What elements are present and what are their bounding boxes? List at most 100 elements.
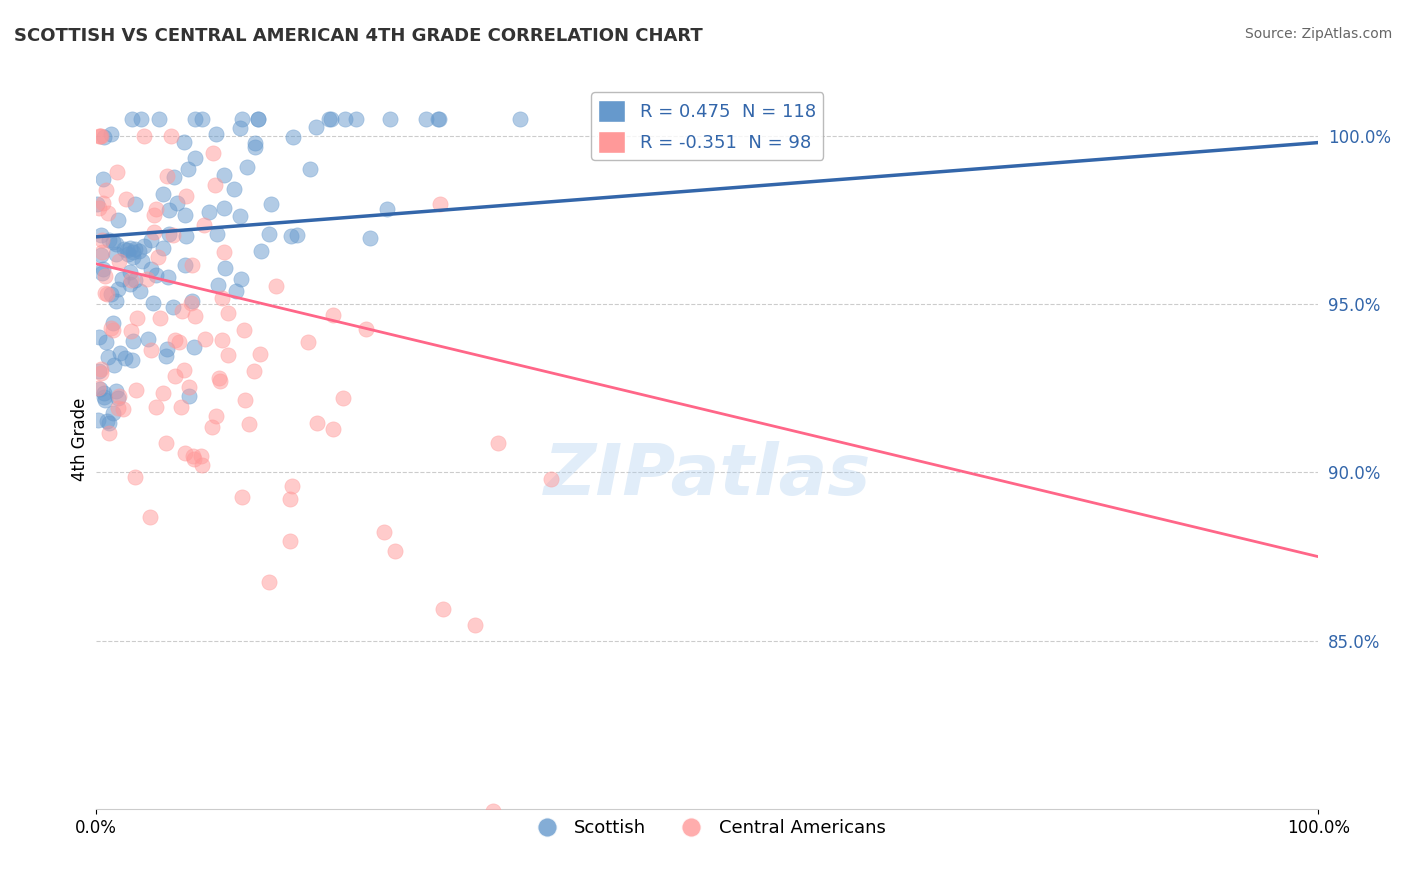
Central Americans [162,228,184,243]
Central Americans [135,272,157,286]
Scottish [235,161,257,175]
Central Americans [243,364,266,378]
Central Americans [217,306,239,320]
Central Americans [132,128,155,143]
Central Americans [259,575,281,590]
Scottish [280,228,302,243]
Central Americans [167,334,190,349]
Central Americans [202,146,225,161]
Scottish [229,209,252,223]
Scottish [148,112,170,126]
Scottish [90,228,112,243]
Scottish [212,201,235,215]
Central Americans [100,321,122,335]
Scottish [177,389,200,403]
Scottish [198,204,221,219]
Scottish [134,239,156,253]
Scottish [101,406,124,420]
Scottish [243,140,266,154]
Scottish [427,112,450,126]
Scottish [173,135,195,149]
Scottish [246,112,269,126]
Central Americans [278,491,301,506]
Central Americans [183,452,205,467]
Scottish [97,417,120,431]
Scottish [112,242,135,256]
Scottish [305,120,328,134]
Scottish [375,202,398,216]
Central Americans [432,601,454,615]
Scottish [180,294,202,309]
Scottish [162,300,184,314]
Scottish [87,412,110,426]
Central Americans [125,383,148,397]
Central Americans [163,368,186,383]
Central Americans [464,618,486,632]
Scottish [184,151,207,165]
Scottish [155,350,177,364]
Scottish [212,168,235,182]
Scottish [257,227,280,241]
Central Americans [429,197,451,211]
Scottish [281,130,304,145]
Scottish [114,351,136,365]
Central Americans [281,478,304,492]
Scottish [122,250,145,264]
Scottish [124,273,146,287]
Central Americans [170,304,193,318]
Central Americans [211,291,233,305]
Scottish [205,127,228,141]
Scottish [117,247,139,261]
Scottish [205,227,228,242]
Central Americans [190,458,212,472]
Scottish [91,266,114,280]
Central Americans [89,128,111,143]
Central Americans [297,334,319,349]
Scottish [380,112,402,126]
Central Americans [160,128,183,143]
Scottish [128,244,150,259]
Scottish [104,246,127,260]
Scottish [91,172,114,186]
Scottish [152,241,174,255]
Central Americans [87,381,110,395]
Central Americans [89,202,111,216]
Scottish [93,129,115,144]
Scottish [86,197,108,211]
Scottish [318,112,340,126]
Central Americans [156,169,179,184]
Central Americans [163,333,186,347]
Scottish [415,112,437,126]
Central Americans [332,392,354,406]
Central Americans [233,323,256,337]
Central Americans [148,251,170,265]
Legend: Scottish, Central Americans: Scottish, Central Americans [522,812,893,845]
Central Americans [264,278,287,293]
Scottish [509,112,531,126]
Scottish [222,182,245,196]
Central Americans [142,208,165,222]
Scottish [250,244,273,258]
Scottish [96,414,118,428]
Scottish [335,112,357,126]
Central Americans [145,202,167,216]
Scottish [214,260,236,275]
Central Americans [322,422,344,436]
Central Americans [180,258,202,272]
Central Americans [96,183,118,197]
Central Americans [238,417,260,432]
Scottish [229,121,252,136]
Scottish [162,170,184,185]
Central Americans [194,332,217,346]
Scottish [115,244,138,258]
Central Americans [354,322,377,336]
Scottish [166,195,188,210]
Scottish [103,235,125,250]
Scottish [128,284,150,298]
Central Americans [96,287,118,301]
Scottish [107,213,129,227]
Central Americans [94,268,117,283]
Scottish [129,112,152,126]
Central Americans [205,409,228,423]
Scottish [319,112,342,126]
